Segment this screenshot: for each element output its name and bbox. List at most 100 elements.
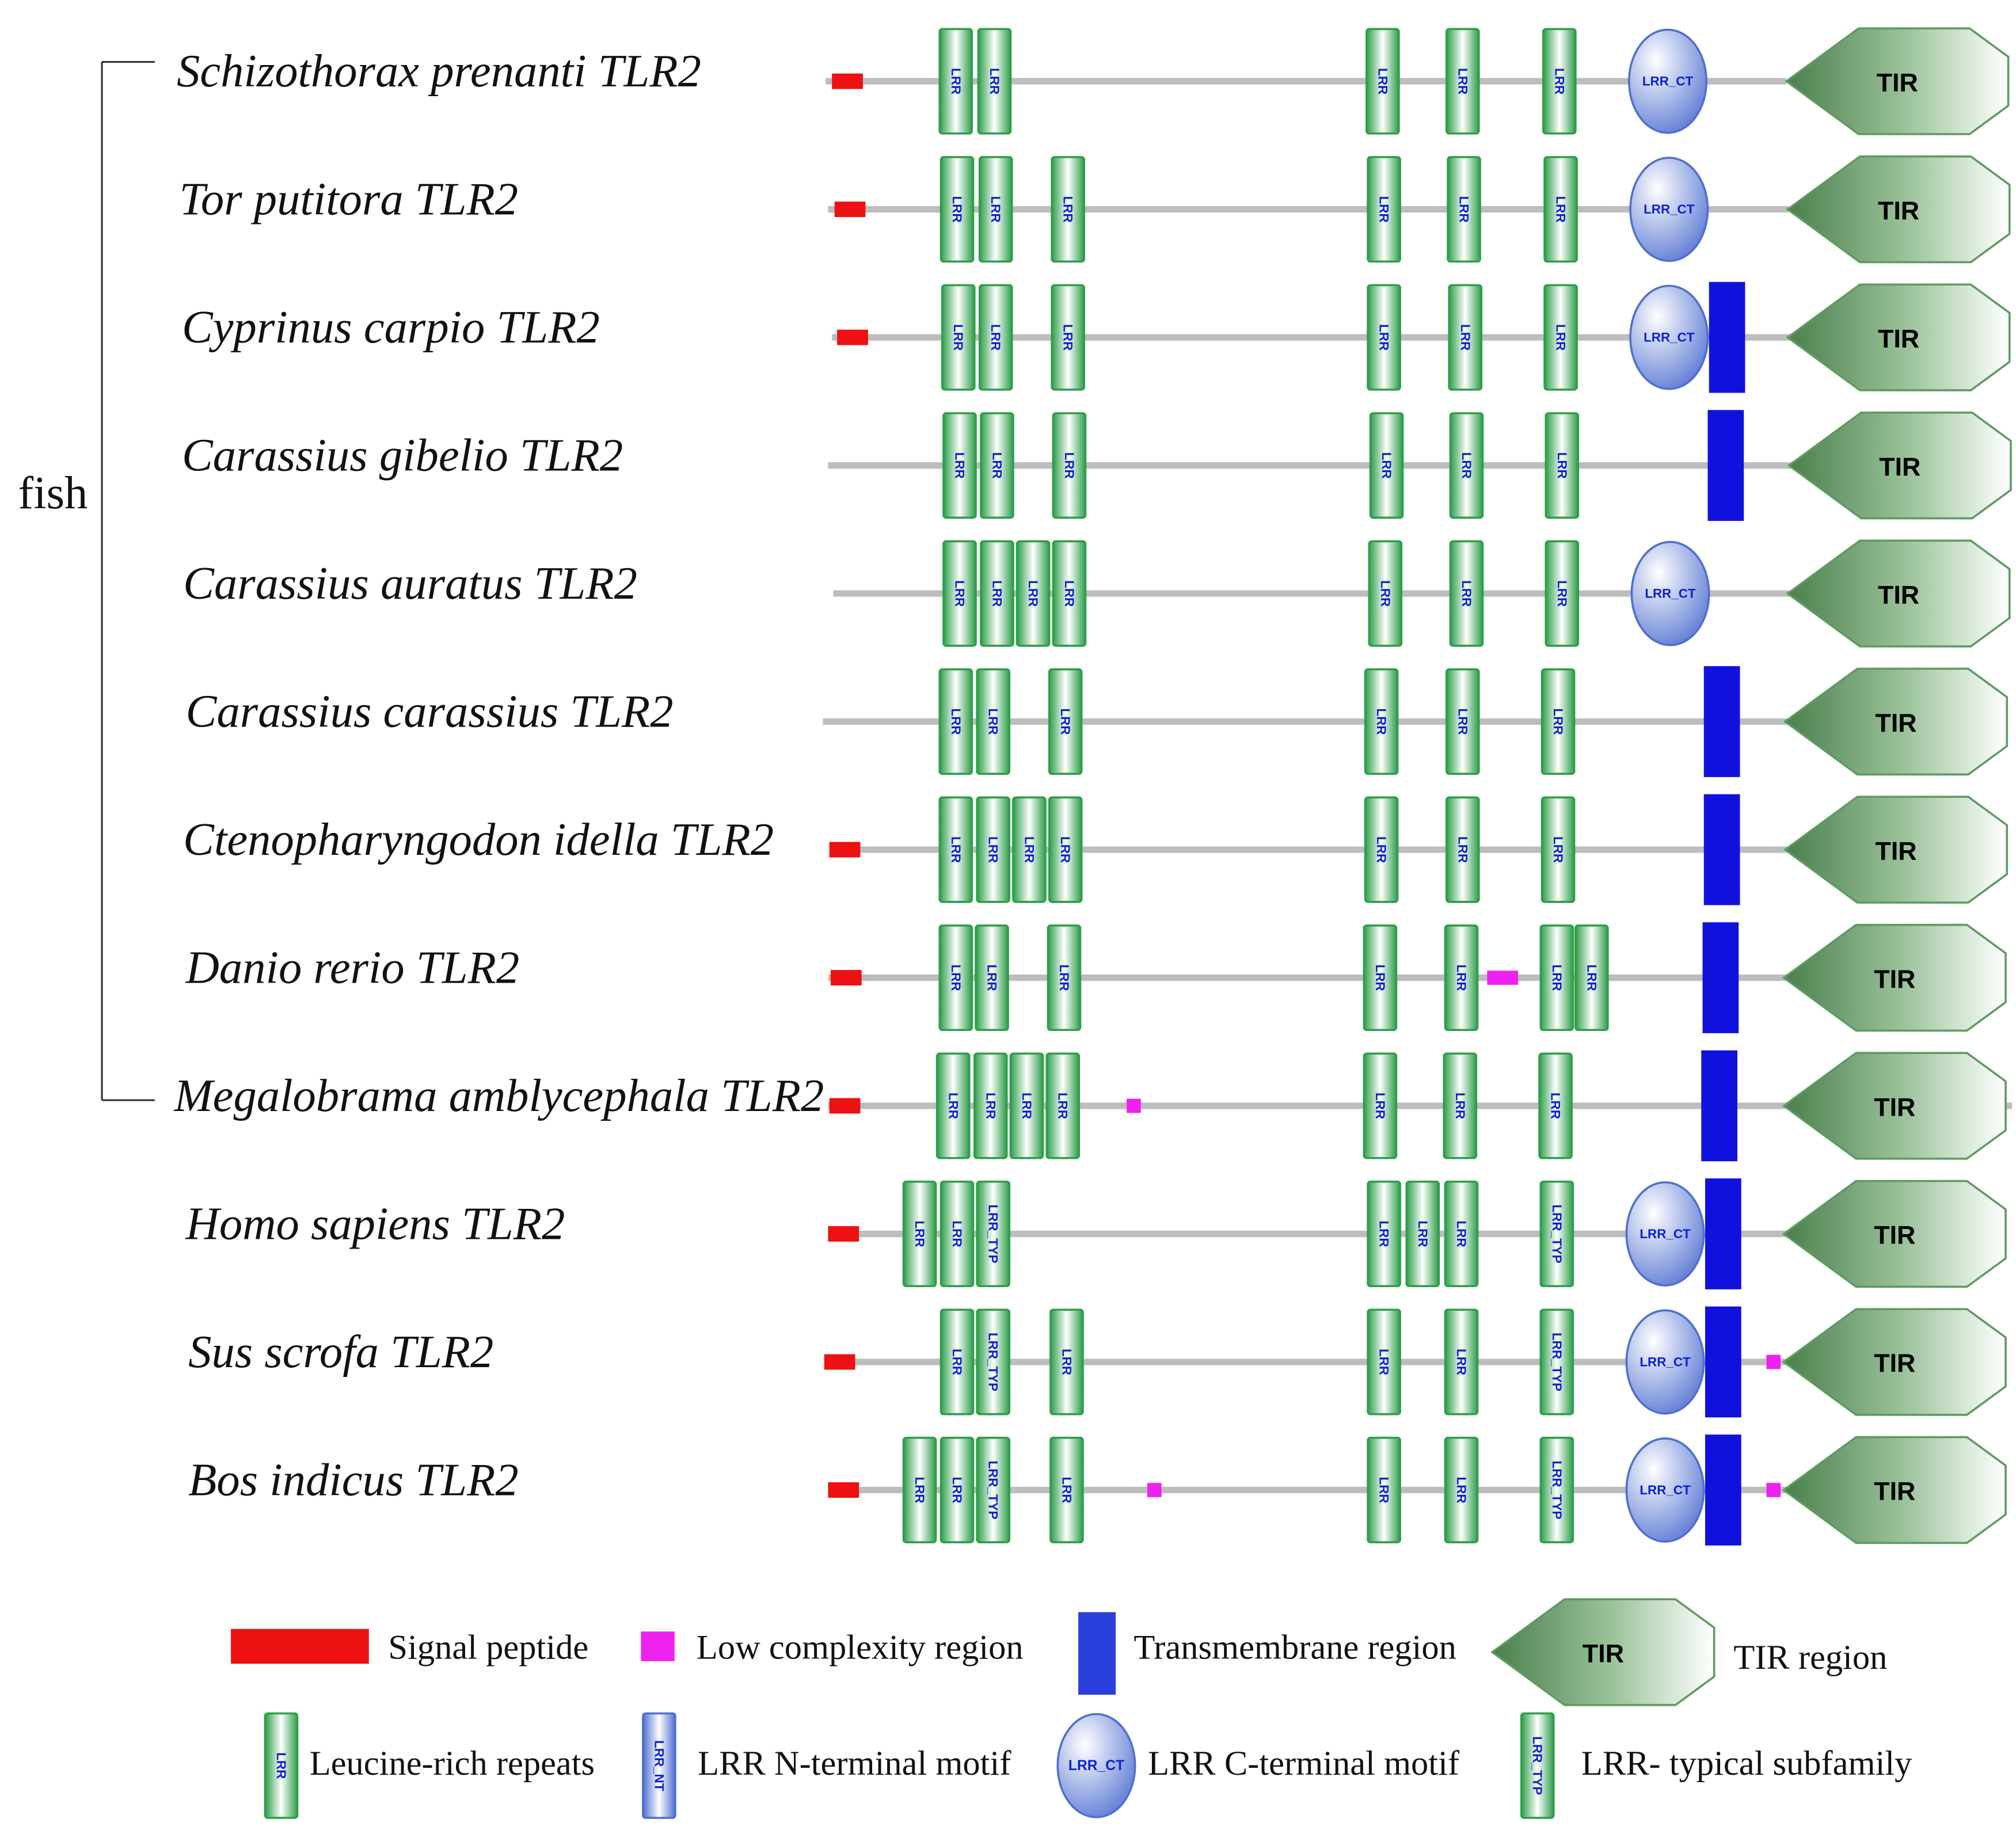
lrr-domain: LRR (939, 1436, 975, 1543)
lrr-typ-domain: LRR_TYP (1539, 1308, 1574, 1416)
lrr-domain: LRR (1542, 28, 1577, 135)
domain-label: LRR (990, 580, 1004, 607)
lrr-domain: LRR (973, 1052, 1008, 1159)
domain-label: LRR (1062, 580, 1077, 607)
lrr-typ-domain: LRR_TYP (1520, 1712, 1555, 1819)
signal-peptide (832, 73, 863, 89)
lrr-domain: LRR (1369, 412, 1404, 519)
lrr-typ-domain: LRR_TYP (1539, 1180, 1574, 1288)
domain-label: LRR (1373, 1093, 1387, 1119)
domain-label: LRR (912, 1220, 927, 1247)
legend: Signal peptide Low complexity region Trans… (231, 1598, 1912, 1819)
domain-label: LRR (1551, 836, 1565, 863)
lrr-domain: LRR (1444, 1436, 1479, 1543)
legend-label: LRR C-terminal motif (1148, 1744, 1460, 1783)
domain-label: LRR (1374, 836, 1389, 863)
lrr-domain: LRR (980, 540, 1014, 647)
tir-domain: TIR (1782, 1052, 2007, 1160)
domain-label: LRR (988, 324, 1003, 351)
domain-label: LRR (1554, 324, 1568, 351)
lrr-domain: LRR (1364, 796, 1399, 903)
tir-domain: TIR (1490, 1598, 1715, 1706)
domain-label: LRR (1554, 196, 1568, 223)
legend-label: LRR- typical subfamily (1581, 1744, 1912, 1783)
domain-label: LRR (1455, 836, 1470, 863)
domain-label: LRR (1454, 1477, 1469, 1503)
domain-label: TIR (1876, 709, 1917, 737)
legend-label: Leucine-rich repeats (310, 1744, 595, 1783)
lrr-domain: LRR (1015, 540, 1051, 647)
protein-name: Sus scrofa TLR2 (188, 1326, 493, 1378)
lrr-domain: LRR (1364, 668, 1399, 775)
tir-domain: TIR (1782, 1308, 2007, 1416)
domain-label: LRR_CT (1640, 1483, 1691, 1497)
lrr-domain: LRR (1052, 412, 1087, 519)
transmembrane-region (1703, 794, 1740, 905)
domain-label: LRR (1026, 580, 1040, 607)
protein-name: Schizothorax prenanti TLR2 (177, 45, 701, 97)
protein-rows: Schizothorax prenanti TLR2 LRR LRR LRR LRR LR… (174, 27, 2013, 1546)
lrr-domain: LRR (976, 668, 1011, 775)
tir-domain: TIR (1786, 155, 2011, 264)
domain-label: LRR_TYP (986, 1333, 1001, 1391)
domain-label: LRR (1453, 1093, 1467, 1119)
lrr-ct-domain: LRR_CT (1625, 1309, 1705, 1415)
transmembrane-region (1709, 281, 1745, 393)
domain-label: TIR (1878, 196, 1919, 225)
lrr-domain: LRR (1009, 1052, 1044, 1159)
lrr-domain: LRR (938, 28, 973, 135)
lrr-domain: LRR (1447, 156, 1481, 263)
tir-domain: TIR (1782, 1436, 2007, 1544)
lrr-nt-domain: LRR_NT (642, 1712, 676, 1819)
domain-label: LRR (1057, 965, 1071, 991)
domain-label: LRR (1459, 580, 1474, 607)
lrr-ct-domain: LRR_CT (1625, 1437, 1705, 1543)
signal-peptide (829, 842, 861, 858)
protein-name: Carassius gibelio TLR2 (182, 430, 623, 481)
domain-label: LRR (1377, 1349, 1391, 1375)
lrr-domain: LRR (1444, 924, 1479, 1032)
domain-label: LRR (1457, 196, 1471, 223)
domain-label: LRR (1374, 709, 1389, 735)
lrr-domain: LRR (1445, 28, 1480, 135)
domain-label: LRR_CT (1645, 587, 1696, 601)
lrr-ct-domain: LRR_CT (1628, 28, 1708, 134)
domain-label: LRR (1373, 965, 1387, 991)
domain-label: LRR (1555, 580, 1569, 607)
signal-peptide (830, 970, 862, 986)
lrr-domain: LRR (1049, 1436, 1084, 1543)
protein-name: Ctenopharyngodon idella TLR2 (183, 814, 774, 865)
lrr-typ-domain: LRR_TYP (1539, 1436, 1574, 1543)
domain-label: LRR (949, 709, 963, 735)
lrr-domain: LRR (1445, 668, 1480, 775)
lrr-domain: LRR (1051, 284, 1085, 391)
protein-row: Tor putitora TLR2 LRR LRR LRR LRR LRR LRR LRR_C… (179, 155, 2011, 264)
domain-label: LRR_TYP (1550, 1333, 1564, 1391)
domain-label: LRR (952, 452, 967, 479)
domain-label: LRR (946, 1093, 960, 1119)
lrr-domain: LRR (1449, 412, 1484, 519)
domain-label: LRR (1058, 836, 1072, 863)
domain-label: LRR (984, 965, 999, 991)
domain-label: LRR (1552, 68, 1566, 94)
domain-label: LRR_TYP (986, 1204, 1001, 1263)
lrr-domain: LRR (939, 1308, 975, 1416)
lrr-domain: LRR (1367, 1308, 1401, 1416)
domain-label: LRR (1455, 709, 1470, 735)
domain-label: LRR (1454, 1349, 1469, 1375)
legend-swatch-transmembrane (1078, 1612, 1116, 1695)
protein-name: Cyprinus carpio TLR2 (182, 302, 600, 353)
protein-row: Carassius carassius TLR2 LRR LRR LRR LRR LRR L… (186, 666, 2009, 777)
domain-label: LRR (1454, 1220, 1469, 1247)
domain-label: LRR (950, 196, 964, 223)
lrr-domain: LRR (1367, 1180, 1401, 1288)
lrr-domain: LRR (1365, 28, 1400, 135)
lrr-ct-domain: LRR_CT (1629, 157, 1709, 262)
lrr-domain: LRR (939, 156, 975, 263)
domain-label: LRR (986, 836, 1001, 863)
signal-peptide (834, 201, 866, 218)
tir-domain: TIR (1782, 923, 2007, 1032)
domain-label: LRR (1377, 324, 1391, 351)
lrr-typ-domain: LRR_TYP (976, 1180, 1011, 1288)
